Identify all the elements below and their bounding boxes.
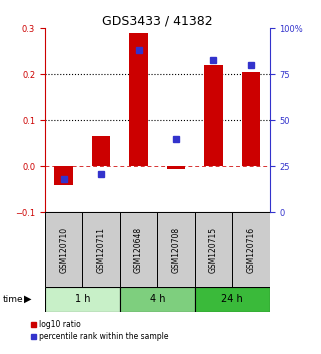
Text: 4 h: 4 h	[150, 294, 165, 304]
Bar	[195, 287, 270, 312]
Text: GSM120711: GSM120711	[97, 227, 106, 273]
Bar	[120, 212, 157, 287]
Bar	[129, 33, 148, 166]
Bar	[157, 212, 195, 287]
Bar	[92, 137, 110, 166]
Bar	[167, 166, 185, 169]
Text: GSM120716: GSM120716	[247, 227, 256, 273]
Text: GSM120708: GSM120708	[171, 227, 180, 273]
Text: GSM120710: GSM120710	[59, 227, 68, 273]
Bar	[45, 287, 120, 312]
Bar	[120, 287, 195, 312]
Bar	[204, 65, 223, 166]
Bar	[195, 212, 232, 287]
Text: time: time	[3, 295, 24, 304]
Legend: log10 ratio, percentile rank within the sample: log10 ratio, percentile rank within the …	[30, 319, 170, 343]
Bar	[82, 212, 120, 287]
Bar	[45, 212, 82, 287]
Text: ▶: ▶	[24, 294, 31, 304]
Text: GSM120715: GSM120715	[209, 227, 218, 273]
Bar	[242, 72, 260, 166]
Title: GDS3433 / 41382: GDS3433 / 41382	[102, 14, 213, 27]
Text: 1 h: 1 h	[75, 294, 90, 304]
Text: GSM120648: GSM120648	[134, 227, 143, 273]
Bar	[232, 212, 270, 287]
Text: 24 h: 24 h	[221, 294, 243, 304]
Bar	[54, 166, 73, 185]
